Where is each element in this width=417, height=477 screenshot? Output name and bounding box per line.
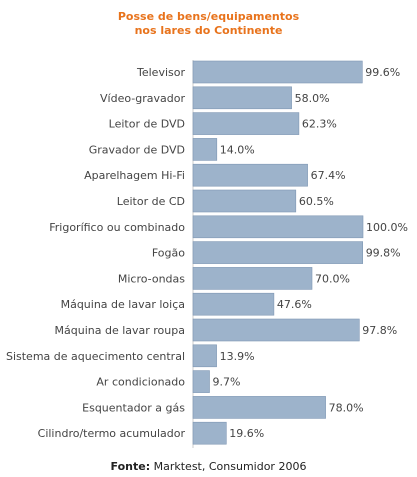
bar [192,86,292,110]
bar [192,396,326,419]
category-label: Leitor de DVD [109,118,185,131]
value-label: 99.6% [365,66,400,79]
bar [192,189,297,213]
bar [192,163,308,187]
value-label: 62.3% [302,118,337,131]
bar [192,421,227,445]
category-label: Máquina de lavar loiça [61,298,185,311]
value-label: 47.6% [277,298,312,311]
bar [192,344,217,368]
bar [192,215,364,239]
category-label: Televisor [136,66,185,79]
category-label: Cilindro/termo acumulador [38,427,186,440]
category-label: Micro-ondas [118,272,185,285]
bar [192,318,360,342]
value-label: 67.4% [311,169,346,182]
category-label: Fogão [152,247,185,260]
source-label: Fonte: [110,460,151,473]
category-label: Máquina de lavar roupa [55,324,185,337]
bar [192,241,363,264]
category-label: Aparelhagem Hi-Fi [84,169,185,182]
bar [192,267,313,290]
bar [192,370,210,393]
source-note: Fonte: Marktest, Consumidor 2006 [0,460,417,473]
value-label: 58.0% [295,92,330,105]
value-label: 99.8% [366,247,401,260]
category-label: Sistema de aquecimento central [6,350,185,363]
value-label: 97.8% [362,324,397,337]
category-label: Leitor de CD [117,195,185,208]
category-label: Vídeo-gravador [100,92,185,105]
category-label: Esquentador a gás [82,401,185,414]
value-label: 9.7% [213,376,241,389]
value-label: 100.0% [366,221,408,234]
bar [192,112,300,135]
value-label: 13.9% [220,350,255,363]
category-label: Frigorífico ou combinado [49,221,185,234]
value-label: 78.0% [329,401,364,414]
category-label: Gravador de DVD [89,143,185,156]
value-label: 14.0% [220,143,255,156]
value-label: 19.6% [229,427,264,440]
bar [192,60,363,84]
value-label: 60.5% [299,195,334,208]
bar [192,292,275,316]
value-label: 70.0% [315,272,350,285]
source-text: Marktest, Consumidor 2006 [153,460,307,473]
category-label: Ar condicionado [96,376,185,389]
bar [192,138,218,161]
chart-title: Posse de bens/equipamentos nos lares do … [0,10,417,38]
chart-title-line-2: nos lares do Continente [134,24,283,37]
chart-title-line-1: Posse de bens/equipamentos [117,10,300,23]
